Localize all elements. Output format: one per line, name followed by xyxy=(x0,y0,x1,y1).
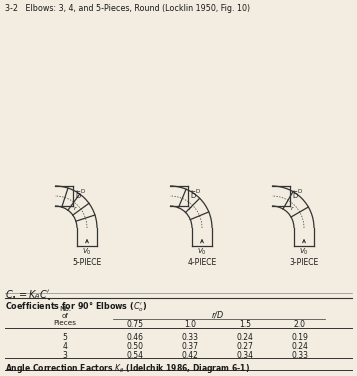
Text: Coefficients for 90° Elbows ($C_{o}^{\prime}$): Coefficients for 90° Elbows ($C_{o}^{\pr… xyxy=(5,301,147,314)
Text: 0.42: 0.42 xyxy=(182,351,198,360)
Text: r: r xyxy=(188,206,191,211)
Text: 1.5: 1.5 xyxy=(239,320,251,329)
Text: 0.27: 0.27 xyxy=(237,342,253,351)
Text: $\leftarrow$D: $\leftarrow$D xyxy=(291,187,303,195)
Text: 0.24: 0.24 xyxy=(292,342,308,351)
Text: 0.24: 0.24 xyxy=(237,333,253,342)
Text: 1.0: 1.0 xyxy=(184,320,196,329)
Text: r: r xyxy=(73,206,76,211)
Text: 4: 4 xyxy=(62,342,67,351)
Text: 0.19: 0.19 xyxy=(292,333,308,342)
Text: $C_{\bullet} = K_{\theta}C_{\bullet}^{\prime}$: $C_{\bullet} = K_{\theta}C_{\bullet}^{\p… xyxy=(5,288,51,301)
Text: D: D xyxy=(75,193,80,199)
Text: 0.50: 0.50 xyxy=(126,342,144,351)
Text: 0.33: 0.33 xyxy=(181,333,198,342)
Text: 3-2   Elbows: 3, 4, and 5-Pieces, Round (Locklin 1950, Fig. 10): 3-2 Elbows: 3, 4, and 5-Pieces, Round (L… xyxy=(5,4,250,13)
Text: 4-PIECE: 4-PIECE xyxy=(187,258,217,267)
Text: $\leftarrow$D: $\leftarrow$D xyxy=(74,187,87,195)
Text: D: D xyxy=(190,193,195,199)
Text: 3-PIECE: 3-PIECE xyxy=(290,258,319,267)
Text: D: D xyxy=(292,193,297,199)
Text: 0.37: 0.37 xyxy=(181,342,198,351)
Text: 0.34: 0.34 xyxy=(236,351,253,360)
Text: 5-PIECE: 5-PIECE xyxy=(72,258,102,267)
Text: 3: 3 xyxy=(62,351,67,360)
Text: 0.54: 0.54 xyxy=(126,351,144,360)
Text: r: r xyxy=(290,206,293,211)
Text: $V_0$: $V_0$ xyxy=(82,247,92,257)
Text: $V_0$: $V_0$ xyxy=(299,247,309,257)
Text: r/D: r/D xyxy=(211,310,223,319)
Text: Angle Correction Factors $K_{\theta}$ (Idelchik 1986, Diagram 6-1): Angle Correction Factors $K_{\theta}$ (I… xyxy=(5,362,250,375)
Text: No.
of
Pieces: No. of Pieces xyxy=(54,306,76,326)
Text: 0.75: 0.75 xyxy=(126,320,144,329)
Text: 5: 5 xyxy=(62,333,67,342)
Text: 0.46: 0.46 xyxy=(126,333,144,342)
Text: $\leftarrow$D: $\leftarrow$D xyxy=(189,187,202,195)
Text: $V_0$: $V_0$ xyxy=(197,247,207,257)
Text: 2.0: 2.0 xyxy=(294,320,306,329)
Text: 0.33: 0.33 xyxy=(292,351,308,360)
